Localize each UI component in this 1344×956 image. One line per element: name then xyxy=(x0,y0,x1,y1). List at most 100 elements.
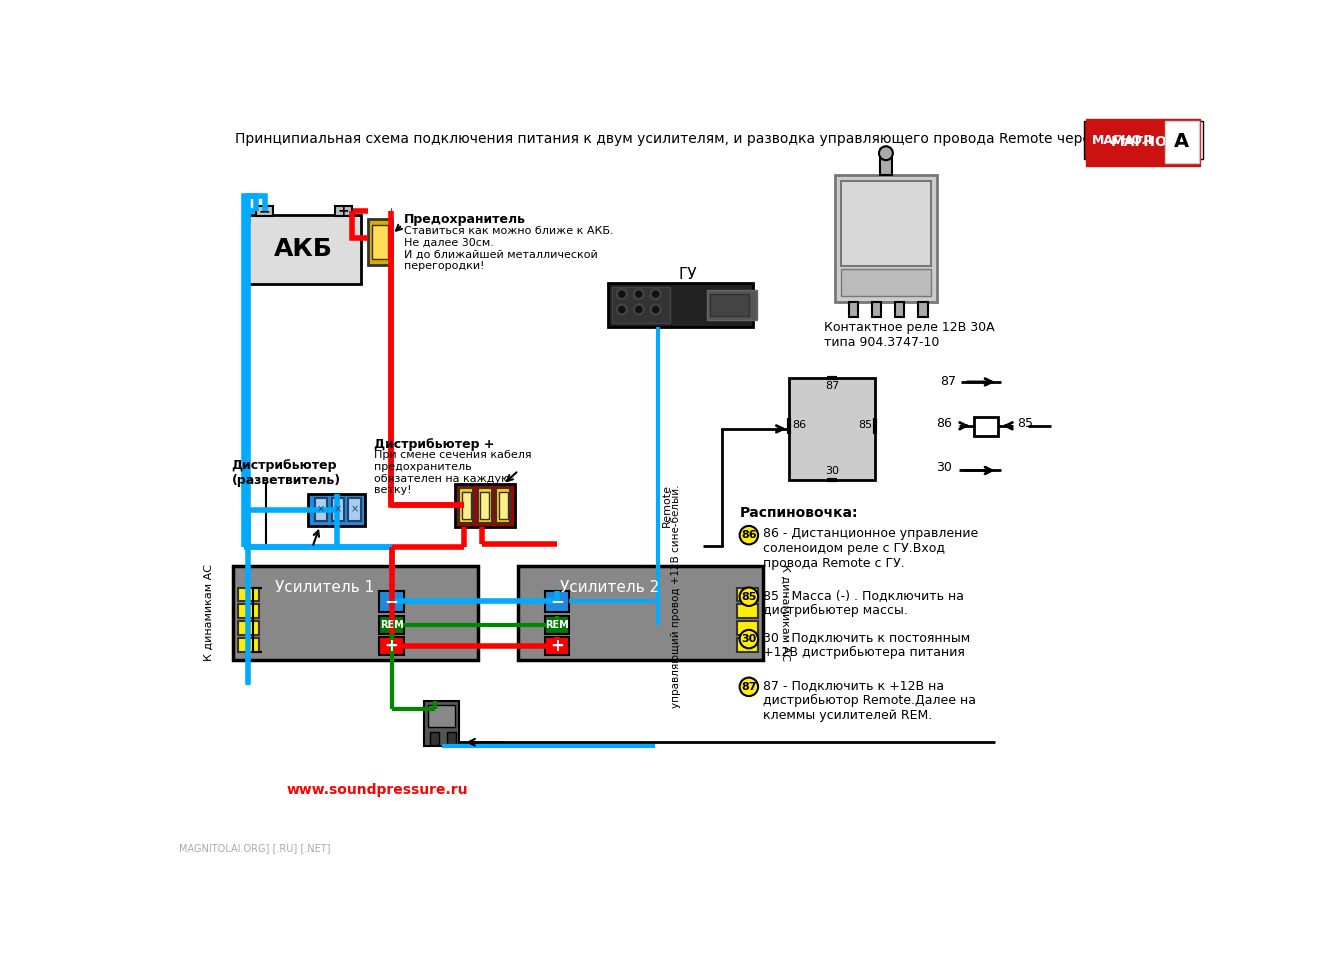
Bar xyxy=(427,706,456,727)
Bar xyxy=(460,489,473,523)
Text: −: − xyxy=(258,204,270,218)
Bar xyxy=(379,616,405,635)
Bar xyxy=(880,158,892,175)
Circle shape xyxy=(617,289,628,299)
Bar xyxy=(348,498,360,521)
Bar xyxy=(737,604,758,619)
Bar xyxy=(461,492,470,519)
Circle shape xyxy=(739,630,758,648)
Bar xyxy=(423,702,460,746)
Text: Распиновочка:: Распиновочка: xyxy=(739,506,857,520)
Bar xyxy=(737,588,758,601)
Circle shape xyxy=(636,291,642,297)
Circle shape xyxy=(633,289,644,299)
Text: +: + xyxy=(384,637,399,655)
Text: Ставиться как можно ближе к АКБ.
Не далее 30см.
И до ближайшей металлической
пер: Ставиться как можно ближе к АКБ. Не дале… xyxy=(405,227,613,272)
Text: +: + xyxy=(550,637,564,655)
Text: REM: REM xyxy=(546,620,569,630)
Bar xyxy=(544,616,570,635)
Text: A: A xyxy=(1175,132,1189,151)
Bar xyxy=(247,215,360,284)
Text: МАГНОЛ: МАГНОЛ xyxy=(1091,134,1153,146)
Text: МАГНОЛ: МАГНОЛ xyxy=(1110,136,1179,149)
Bar xyxy=(737,639,758,652)
Text: АКБ: АКБ xyxy=(274,237,333,262)
Bar xyxy=(379,637,405,655)
Bar xyxy=(612,287,669,322)
Bar xyxy=(332,498,344,521)
Text: A: A xyxy=(1175,121,1188,140)
Circle shape xyxy=(653,307,659,313)
Bar xyxy=(448,732,456,745)
Text: 86: 86 xyxy=(935,417,952,429)
Text: Принципиальная схема подключения питания к двум усилителям, и разводка управляющ: Принципиальная схема подключения питания… xyxy=(235,132,1142,145)
Bar xyxy=(707,291,757,319)
Text: 85 - Масса (-) . Подключить на
дистрибьютер массы.: 85 - Масса (-) . Подключить на дистрибью… xyxy=(763,589,964,618)
Text: Усилитель 1: Усилитель 1 xyxy=(276,579,375,595)
Bar xyxy=(368,219,392,265)
Text: 85: 85 xyxy=(859,421,872,430)
Bar xyxy=(499,492,508,519)
Bar xyxy=(841,270,930,296)
Text: 30: 30 xyxy=(742,634,757,644)
Bar xyxy=(544,591,570,612)
Bar xyxy=(379,591,405,612)
Text: ×: × xyxy=(333,505,341,514)
Bar xyxy=(480,492,489,519)
Bar xyxy=(841,181,930,266)
Bar xyxy=(314,498,327,521)
Bar xyxy=(544,637,570,655)
Circle shape xyxy=(879,146,892,161)
Text: К динамикам АС: К динамикам АС xyxy=(781,564,790,662)
Text: 86: 86 xyxy=(741,531,757,540)
Bar xyxy=(1165,120,1199,163)
Circle shape xyxy=(618,291,625,297)
Circle shape xyxy=(618,307,625,313)
Text: −: − xyxy=(384,593,399,610)
Circle shape xyxy=(653,291,659,297)
Text: ×: × xyxy=(317,505,325,514)
Circle shape xyxy=(636,307,642,313)
Text: Усилитель 2: Усилитель 2 xyxy=(560,579,660,595)
Circle shape xyxy=(650,289,661,299)
Circle shape xyxy=(650,304,661,315)
Text: +: + xyxy=(337,204,349,218)
Bar xyxy=(849,302,859,317)
Text: При смене сечения кабеля
предохранитель
обязателен на каждую
ветку!: При смене сечения кабеля предохранитель … xyxy=(374,450,531,495)
Text: Remote: Remote xyxy=(663,485,672,528)
Bar xyxy=(233,566,478,660)
Bar xyxy=(454,485,515,527)
Text: 87: 87 xyxy=(825,381,839,391)
Circle shape xyxy=(617,304,628,315)
Bar xyxy=(711,294,749,315)
Bar xyxy=(789,378,875,480)
Bar xyxy=(238,604,259,619)
Text: 30: 30 xyxy=(935,461,952,474)
Text: REM: REM xyxy=(380,620,403,630)
Bar xyxy=(257,206,273,216)
Bar xyxy=(238,639,259,652)
Bar xyxy=(835,175,937,302)
Bar xyxy=(308,493,366,526)
Bar xyxy=(478,489,492,523)
Bar xyxy=(974,417,997,436)
Text: Дистрибьютер +: Дистрибьютер + xyxy=(374,438,495,451)
Text: 85: 85 xyxy=(1017,417,1032,429)
Bar xyxy=(238,588,259,601)
Bar xyxy=(372,225,387,259)
Circle shape xyxy=(1184,124,1192,132)
Text: www.soundpressure.ru: www.soundpressure.ru xyxy=(286,783,468,797)
Text: ×: × xyxy=(351,505,359,514)
Circle shape xyxy=(739,588,758,606)
Bar xyxy=(517,566,763,660)
Bar xyxy=(872,302,882,317)
Bar xyxy=(607,283,753,327)
Text: 87 - Подключить к +12В на
дистрибьютор Remote.Далее на
клеммы усилителей REM.: 87 - Подключить к +12В на дистрибьютор R… xyxy=(763,679,976,722)
Text: 30 - Подключить к постоянным
+12В дистрибьютера питания: 30 - Подключить к постоянным +12В дистри… xyxy=(763,631,970,660)
Circle shape xyxy=(633,304,644,315)
Text: 86 - Дистанционное управление
соленоидом реле с ГУ.Вход
провода Remote с ГУ.: 86 - Дистанционное управление соленоидом… xyxy=(763,528,978,571)
Bar xyxy=(1086,119,1200,166)
Text: Дистрибьютер
(разветвитель): Дистрибьютер (разветвитель) xyxy=(231,459,340,487)
Text: 86: 86 xyxy=(792,421,806,430)
Text: Контактное реле 12В 30А
типа 904.3747-10: Контактное реле 12В 30А типа 904.3747-10 xyxy=(824,321,995,349)
